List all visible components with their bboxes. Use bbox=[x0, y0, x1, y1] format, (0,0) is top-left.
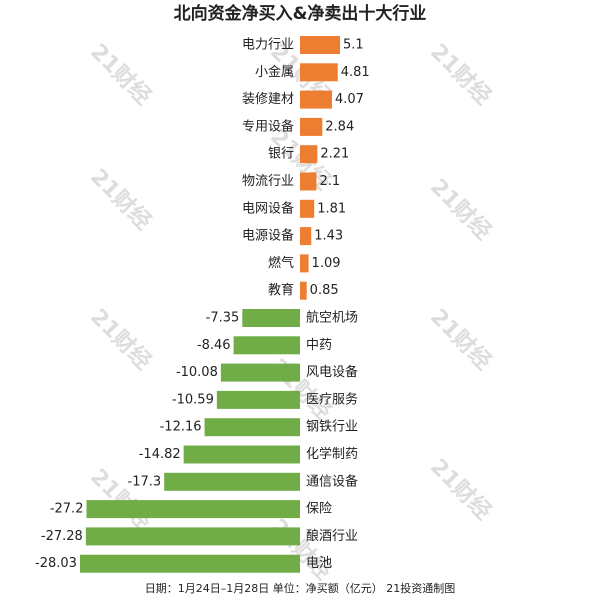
value-label: 4.07 bbox=[335, 92, 364, 107]
category-label: 电网设备 bbox=[242, 200, 294, 216]
category-label: 中药 bbox=[306, 338, 332, 353]
value-label: 1.43 bbox=[314, 229, 343, 244]
value-label: -12.16 bbox=[160, 420, 202, 435]
value-label: 1.81 bbox=[317, 201, 346, 216]
watermark: 21财经 bbox=[85, 39, 156, 110]
category-label: 医疗服务 bbox=[306, 391, 358, 407]
bar bbox=[204, 418, 300, 437]
bar bbox=[300, 254, 309, 273]
category-label: 小金属 bbox=[255, 64, 294, 80]
value-label: 0.85 bbox=[310, 283, 339, 298]
value-label: 2.21 bbox=[320, 147, 349, 162]
value-label: 1.09 bbox=[312, 256, 341, 271]
bar bbox=[300, 90, 332, 109]
category-label: 钢铁行业 bbox=[306, 420, 358, 435]
bar bbox=[79, 554, 300, 573]
watermark: 21财经 bbox=[425, 39, 496, 110]
value-label: -28.03 bbox=[35, 556, 77, 571]
category-label: 专用设备 bbox=[242, 118, 294, 134]
watermark: 21财经 bbox=[85, 164, 156, 235]
value-label: 5.1 bbox=[343, 38, 364, 53]
bar bbox=[242, 309, 300, 327]
bar bbox=[300, 117, 323, 136]
category-label: 风电设备 bbox=[306, 364, 358, 380]
value-label: -8.46 bbox=[197, 338, 231, 353]
bar bbox=[300, 199, 315, 218]
value-label: -10.08 bbox=[176, 365, 218, 380]
value-label: -10.59 bbox=[172, 392, 214, 407]
category-label: 通信设备 bbox=[306, 473, 358, 489]
category-label: 银行 bbox=[268, 147, 294, 162]
bar bbox=[220, 363, 300, 382]
category-label: 电池 bbox=[306, 556, 332, 571]
category-label: 电源设备 bbox=[242, 228, 294, 244]
value-label: 2.1 bbox=[319, 174, 340, 189]
bar bbox=[216, 390, 300, 409]
watermark: 21财经 bbox=[85, 304, 156, 375]
bar bbox=[300, 172, 317, 191]
bar bbox=[300, 281, 307, 300]
category-label: 酿酒行业 bbox=[306, 528, 358, 544]
bar bbox=[300, 63, 338, 82]
value-label: -14.82 bbox=[139, 447, 181, 462]
bar bbox=[86, 500, 300, 519]
category-label: 航空机场 bbox=[306, 310, 358, 326]
category-label: 装修建材 bbox=[242, 92, 294, 107]
category-label: 物流行业 bbox=[242, 174, 294, 189]
bar bbox=[183, 445, 300, 464]
value-label: -27.2 bbox=[50, 502, 84, 517]
value-label: -7.35 bbox=[206, 311, 240, 326]
value-label: -27.28 bbox=[41, 529, 83, 544]
value-label: 2.84 bbox=[325, 119, 354, 134]
bar bbox=[300, 227, 312, 246]
category-label: 电力行业 bbox=[242, 38, 294, 53]
category-label: 保险 bbox=[306, 502, 332, 517]
watermark: 21财经 bbox=[265, 514, 336, 585]
category-label: 化学制药 bbox=[306, 446, 358, 462]
bar bbox=[85, 527, 301, 546]
watermark: 21财经 bbox=[425, 454, 496, 525]
watermark: 21财经 bbox=[425, 174, 496, 245]
value-label: 4.81 bbox=[341, 65, 370, 80]
bar bbox=[233, 336, 300, 355]
category-label: 燃气 bbox=[268, 255, 294, 271]
bar bbox=[164, 472, 300, 491]
watermark: 21财经 bbox=[425, 304, 496, 375]
footnote: 日期：1月24日–1月28日 单位：净买额（亿元） 21投资通制图 bbox=[145, 581, 455, 595]
bar bbox=[300, 36, 341, 54]
chart-title: 北向资金净买入&净卖出十大行业 bbox=[174, 3, 427, 24]
category-label: 教育 bbox=[268, 282, 294, 298]
value-label: -17.3 bbox=[128, 474, 162, 489]
bar bbox=[300, 145, 318, 164]
